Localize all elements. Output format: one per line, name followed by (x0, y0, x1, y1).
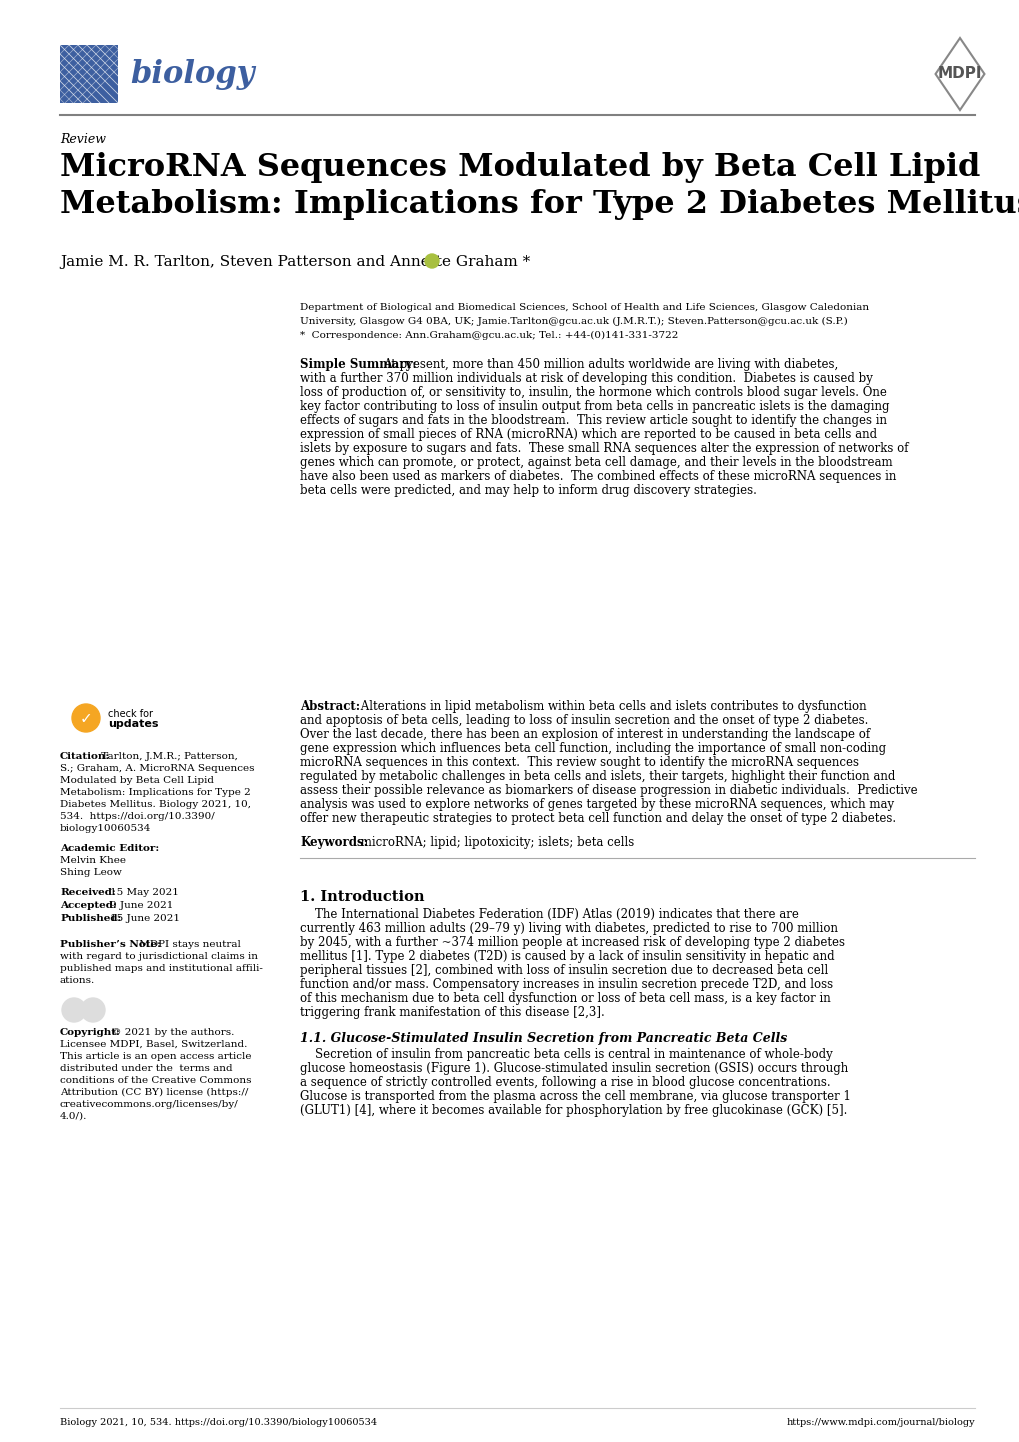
Text: of this mechanism due to beta cell dysfunction or loss of beta cell mass, is a k: of this mechanism due to beta cell dysfu… (300, 992, 829, 1005)
Text: gene expression which influences beta cell function, including the importance of: gene expression which influences beta ce… (300, 743, 886, 756)
Text: effects of sugars and fats in the bloodstream.  This review article sought to id: effects of sugars and fats in the bloods… (300, 414, 887, 427)
Text: https://www.mdpi.com/journal/biology: https://www.mdpi.com/journal/biology (786, 1417, 974, 1428)
Text: MicroRNA Sequences Modulated by Beta Cell Lipid
Metabolism: Implications for Typ: MicroRNA Sequences Modulated by Beta Cel… (60, 151, 1019, 221)
Text: Department of Biological and Biomedical Sciences, School of Health and Life Scie: Department of Biological and Biomedical … (300, 303, 868, 311)
Text: 9 June 2021: 9 June 2021 (110, 901, 173, 910)
Text: Jamie M. R. Tarlton, Steven Patterson and Annette Graham *: Jamie M. R. Tarlton, Steven Patterson an… (60, 255, 530, 270)
Text: a sequence of strictly controlled events, following a rise in blood glucose conc: a sequence of strictly controlled events… (300, 1076, 829, 1089)
Text: offer new therapeutic strategies to protect beta cell function and delay the ons: offer new therapeutic strategies to prot… (300, 812, 896, 825)
Text: biology10060534: biology10060534 (60, 823, 151, 833)
Text: MDPI: MDPI (936, 66, 981, 82)
Text: Abstract:: Abstract: (300, 699, 360, 712)
Text: S.; Graham, A. MicroRNA Sequences: S.; Graham, A. MicroRNA Sequences (60, 764, 255, 773)
Text: Biology 2021, 10, 534. https://doi.org/10.3390/biology10060534: Biology 2021, 10, 534. https://doi.org/1… (60, 1417, 377, 1428)
Text: ations.: ations. (60, 976, 95, 985)
Text: At present, more than 450 million adults worldwide are living with diabetes,: At present, more than 450 million adults… (382, 358, 838, 371)
Text: Alterations in lipid metabolism within beta cells and islets contributes to dysf: Alterations in lipid metabolism within b… (357, 699, 866, 712)
Text: genes which can promote, or protect, against beta cell damage, and their levels : genes which can promote, or protect, aga… (300, 456, 892, 469)
Text: Modulated by Beta Cell Lipid: Modulated by Beta Cell Lipid (60, 776, 214, 784)
Text: distributed under the  terms and: distributed under the terms and (60, 1064, 232, 1073)
Text: Citation:: Citation: (60, 751, 110, 761)
Text: regulated by metabolic challenges in beta cells and islets, their targets, highl: regulated by metabolic challenges in bet… (300, 770, 895, 783)
Text: 1.1. Glucose-Stimulated Insulin Secretion from Pancreatic Beta Cells: 1.1. Glucose-Stimulated Insulin Secretio… (300, 1032, 787, 1045)
Text: have also been used as markers of diabetes.  The combined effects of these micro: have also been used as markers of diabet… (300, 470, 896, 483)
Text: Tarlton, J.M.R.; Patterson,: Tarlton, J.M.R.; Patterson, (98, 751, 237, 761)
Text: BY: BY (87, 1005, 99, 1015)
Text: Licensee MDPI, Basel, Switzerland.: Licensee MDPI, Basel, Switzerland. (60, 1040, 248, 1048)
Text: Diabetes Mellitus. Biology 2021, 10,: Diabetes Mellitus. Biology 2021, 10, (60, 800, 251, 809)
Text: Over the last decade, there has been an explosion of interest in understanding t: Over the last decade, there has been an … (300, 728, 869, 741)
Text: microRNA; lipid; lipotoxicity; islets; beta cells: microRNA; lipid; lipotoxicity; islets; b… (357, 836, 634, 849)
Text: iD: iD (427, 258, 436, 264)
Text: analysis was used to explore networks of genes targeted by these microRNA sequen: analysis was used to explore networks of… (300, 797, 894, 810)
Text: check for: check for (108, 709, 153, 720)
Text: Academic Editor:: Academic Editor: (60, 844, 159, 854)
Text: expression of small pieces of RNA (microRNA) which are reported to be caused in : expression of small pieces of RNA (micro… (300, 428, 876, 441)
Text: currently 463 million adults (29–79 y) living with diabetes, predicted to rise t: currently 463 million adults (29–79 y) l… (300, 921, 838, 934)
Text: Copyright:: Copyright: (60, 1028, 121, 1037)
Text: 534.  https://doi.org/10.3390/: 534. https://doi.org/10.3390/ (60, 812, 215, 820)
Text: Glucose is transported from the plasma across the cell membrane, via glucose tra: Glucose is transported from the plasma a… (300, 1090, 850, 1103)
Text: function and/or mass. Compensatory increases in insulin secretion precede T2D, a: function and/or mass. Compensatory incre… (300, 978, 833, 991)
Text: biology: biology (129, 59, 255, 89)
Text: conditions of the Creative Commons: conditions of the Creative Commons (60, 1076, 252, 1084)
Text: Received:: Received: (60, 888, 115, 897)
Text: with regard to jurisdictional claims in: with regard to jurisdictional claims in (60, 952, 258, 960)
Circle shape (425, 254, 438, 268)
Text: University, Glasgow G4 0BA, UK; Jamie.Tarlton@gcu.ac.uk (J.M.R.T.); Steven.Patte: University, Glasgow G4 0BA, UK; Jamie.Ta… (300, 317, 847, 326)
Text: Review: Review (60, 133, 106, 146)
Text: This article is an open access article: This article is an open access article (60, 1053, 252, 1061)
Text: *  Correspondence: Ann.Graham@gcu.ac.uk; Tel.: +44-(0)141-331-3722: * Correspondence: Ann.Graham@gcu.ac.uk; … (300, 332, 678, 340)
Text: Secretion of insulin from pancreatic beta cells is central in maintenance of who: Secretion of insulin from pancreatic bet… (300, 1048, 832, 1061)
Text: by 2045, with a further ~374 million people at increased risk of developing type: by 2045, with a further ~374 million peo… (300, 936, 844, 949)
Text: (GLUT1) [4], where it becomes available for phosphorylation by free glucokinase : (GLUT1) [4], where it becomes available … (300, 1105, 847, 1118)
Text: CC: CC (68, 1005, 81, 1015)
Text: peripheral tissues [2], combined with loss of insulin secretion due to decreased: peripheral tissues [2], combined with lo… (300, 965, 827, 978)
Text: Publisher’s Note:: Publisher’s Note: (60, 940, 161, 949)
Text: creativecommons.org/licenses/by/: creativecommons.org/licenses/by/ (60, 1100, 238, 1109)
Text: glucose homeostasis (Figure 1). Glucose-stimulated insulin secretion (GSIS) occu: glucose homeostasis (Figure 1). Glucose-… (300, 1061, 848, 1074)
Text: updates: updates (108, 720, 158, 730)
Text: ✓: ✓ (79, 711, 93, 727)
Text: with a further 370 million individuals at risk of developing this condition.  Di: with a further 370 million individuals a… (300, 372, 872, 385)
Text: Melvin Khee: Melvin Khee (60, 857, 126, 865)
Circle shape (62, 998, 86, 1022)
Text: assess their possible relevance as biomarkers of disease progression in diabetic: assess their possible relevance as bioma… (300, 784, 917, 797)
Text: MDPI stays neutral: MDPI stays neutral (136, 940, 240, 949)
Text: Accepted:: Accepted: (60, 901, 116, 910)
Text: and apoptosis of beta cells, leading to loss of insulin secretion and the onset : and apoptosis of beta cells, leading to … (300, 714, 867, 727)
Text: 1. Introduction: 1. Introduction (300, 890, 424, 904)
Text: The International Diabetes Federation (IDF) Atlas (2019) indicates that there ar: The International Diabetes Federation (I… (300, 908, 798, 921)
Text: islets by exposure to sugars and fats.  These small RNA sequences alter the expr: islets by exposure to sugars and fats. T… (300, 443, 908, 456)
Text: 15 May 2021: 15 May 2021 (110, 888, 178, 897)
Text: mellitus [1]. Type 2 diabetes (T2D) is caused by a lack of insulin sensitivity i: mellitus [1]. Type 2 diabetes (T2D) is c… (300, 950, 834, 963)
Text: microRNA sequences in this context.  This review sought to identify the microRNA: microRNA sequences in this context. This… (300, 756, 858, 769)
Text: Keywords:: Keywords: (300, 836, 368, 849)
Text: key factor contributing to loss of insulin output from beta cells in pancreatic : key factor contributing to loss of insul… (300, 399, 889, 412)
Text: Shing Leow: Shing Leow (60, 868, 121, 877)
Circle shape (72, 704, 100, 733)
FancyBboxPatch shape (60, 45, 118, 102)
Text: Simple Summary:: Simple Summary: (300, 358, 417, 371)
Text: Metabolism: Implications for Type 2: Metabolism: Implications for Type 2 (60, 787, 251, 797)
Text: Attribution (CC BY) license (https://: Attribution (CC BY) license (https:// (60, 1089, 249, 1097)
Text: © 2021 by the authors.: © 2021 by the authors. (108, 1028, 234, 1037)
Text: triggering frank manifestation of this disease [2,3].: triggering frank manifestation of this d… (300, 1007, 604, 1019)
Text: 4.0/).: 4.0/). (60, 1112, 88, 1120)
Text: published maps and institutional affili-: published maps and institutional affili- (60, 965, 263, 973)
Text: loss of production of, or sensitivity to, insulin, the hormone which controls bl: loss of production of, or sensitivity to… (300, 386, 886, 399)
Text: beta cells were predicted, and may help to inform drug discovery strategies.: beta cells were predicted, and may help … (300, 485, 756, 497)
Circle shape (81, 998, 105, 1022)
Text: 15 June 2021: 15 June 2021 (110, 914, 179, 923)
Text: Published:: Published: (60, 914, 121, 923)
